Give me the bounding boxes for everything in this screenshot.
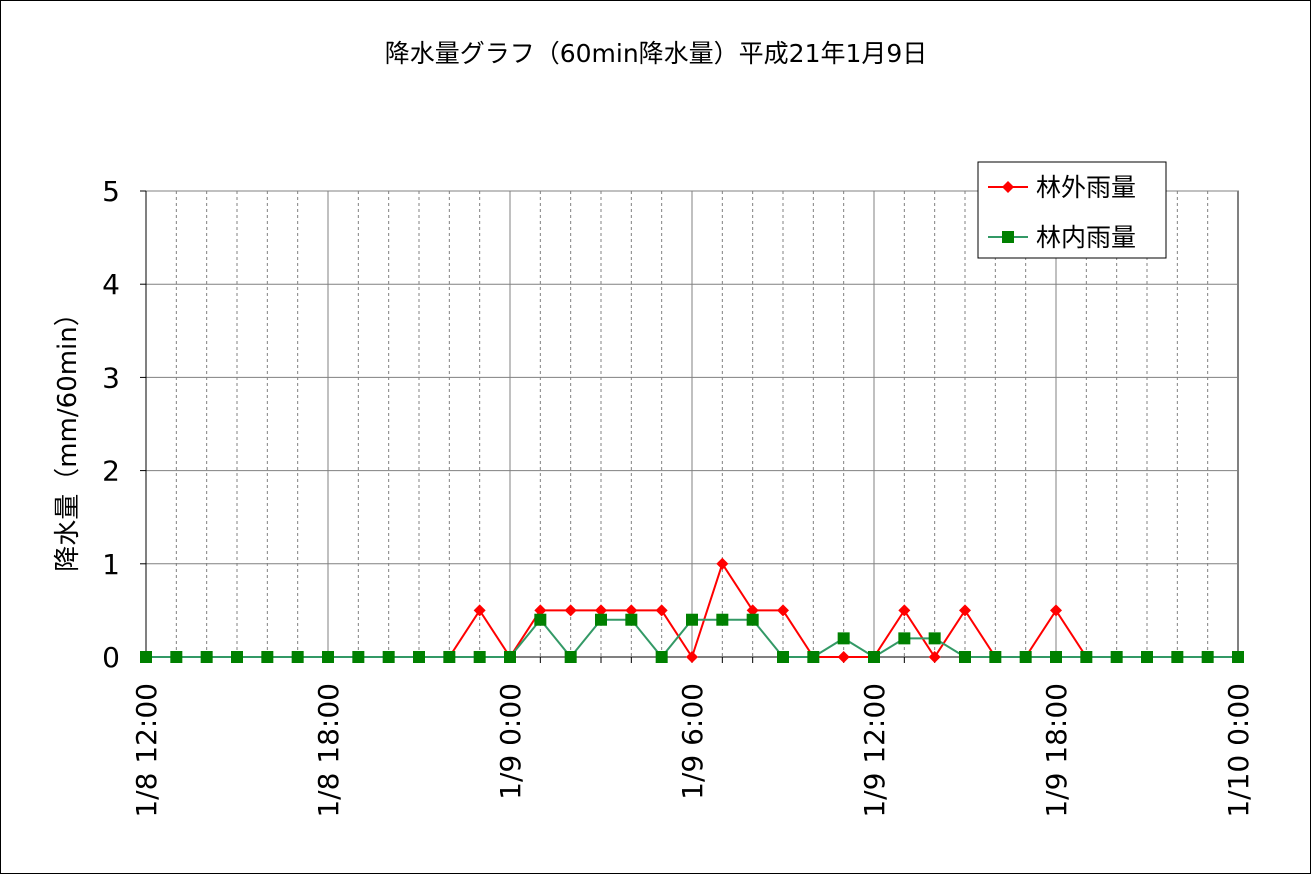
y-tick-label: 5	[102, 175, 120, 208]
x-tick-label: 1/9 12:00	[858, 683, 891, 818]
data-point	[686, 651, 698, 663]
data-point	[898, 604, 911, 617]
data-point	[473, 651, 486, 663]
data-point	[625, 604, 638, 617]
data-point	[1019, 651, 1032, 663]
y-tick-label: 3	[102, 361, 120, 394]
y-tick-label: 2	[102, 455, 120, 488]
data-point	[898, 632, 911, 645]
data-point	[443, 651, 456, 663]
legend-label: 林内雨量	[1036, 223, 1136, 252]
data-point	[200, 651, 213, 663]
data-point	[746, 613, 759, 626]
x-tick-label: 1/9 0:00	[494, 683, 527, 800]
data-point	[655, 651, 668, 663]
x-tick-label: 1/9 6:00	[676, 683, 709, 800]
y-tick-label: 0	[102, 641, 120, 674]
data-point	[807, 651, 820, 663]
data-point	[291, 651, 304, 663]
data-point	[1171, 651, 1184, 663]
data-point	[261, 651, 274, 663]
data-point	[837, 632, 850, 645]
data-point	[989, 651, 1002, 663]
data-point	[322, 651, 334, 663]
y-tick-labels: 0 1 2 3 4 5	[102, 175, 120, 674]
data-point	[352, 651, 365, 663]
data-point	[625, 613, 638, 626]
data-point	[959, 604, 971, 617]
data-point	[1201, 651, 1214, 663]
data-point	[534, 613, 547, 626]
data-point	[777, 651, 789, 663]
data-point	[837, 651, 850, 663]
y-tick-label: 1	[102, 548, 120, 581]
data-point	[777, 604, 789, 617]
data-point	[928, 632, 941, 645]
data-point	[413, 651, 425, 663]
legend-marker	[1002, 181, 1014, 193]
data-point	[686, 613, 698, 626]
data-point	[655, 604, 668, 617]
data-point	[504, 651, 516, 663]
data-point	[473, 604, 486, 617]
legend-marker	[1002, 231, 1014, 243]
data-point	[716, 557, 729, 570]
y-tick-label: 4	[102, 268, 120, 301]
series-2	[140, 613, 1244, 663]
data-point	[140, 651, 152, 663]
x-tick-label: 1/9 18:00	[1040, 683, 1073, 818]
data-point	[534, 604, 547, 617]
y-axis-label: 降水量（mm/60min）	[53, 300, 83, 572]
data-point	[1050, 604, 1062, 617]
data-point	[1110, 651, 1123, 663]
data-point	[170, 651, 183, 663]
data-point	[1141, 651, 1153, 663]
x-tick-labels: 1/8 12:00 1/8 18:00 1/9 0:00 1/9 6:00 1/9 12…	[130, 683, 1255, 818]
chart-title: 降水量グラフ（60min降水量）平成21年1月9日	[385, 39, 928, 68]
data-point	[564, 651, 577, 663]
data-point	[746, 604, 759, 617]
data-point	[231, 651, 243, 663]
data-point	[1232, 651, 1244, 663]
data-point	[595, 604, 607, 617]
data-point	[382, 651, 395, 663]
x-tick-label: 1/8 12:00	[130, 683, 163, 818]
legend-label: 林外雨量	[1036, 173, 1136, 202]
data-point	[595, 613, 607, 626]
series-group	[140, 557, 1244, 663]
x-tick-label: 1/10 0:00	[1222, 683, 1255, 818]
data-point	[1050, 651, 1062, 663]
data-point	[1080, 651, 1093, 663]
data-point	[564, 604, 577, 617]
x-tick-label: 1/8 18:00	[312, 683, 345, 818]
data-point	[716, 613, 729, 626]
data-point	[928, 651, 941, 663]
data-point	[959, 651, 971, 663]
data-point	[868, 651, 880, 663]
